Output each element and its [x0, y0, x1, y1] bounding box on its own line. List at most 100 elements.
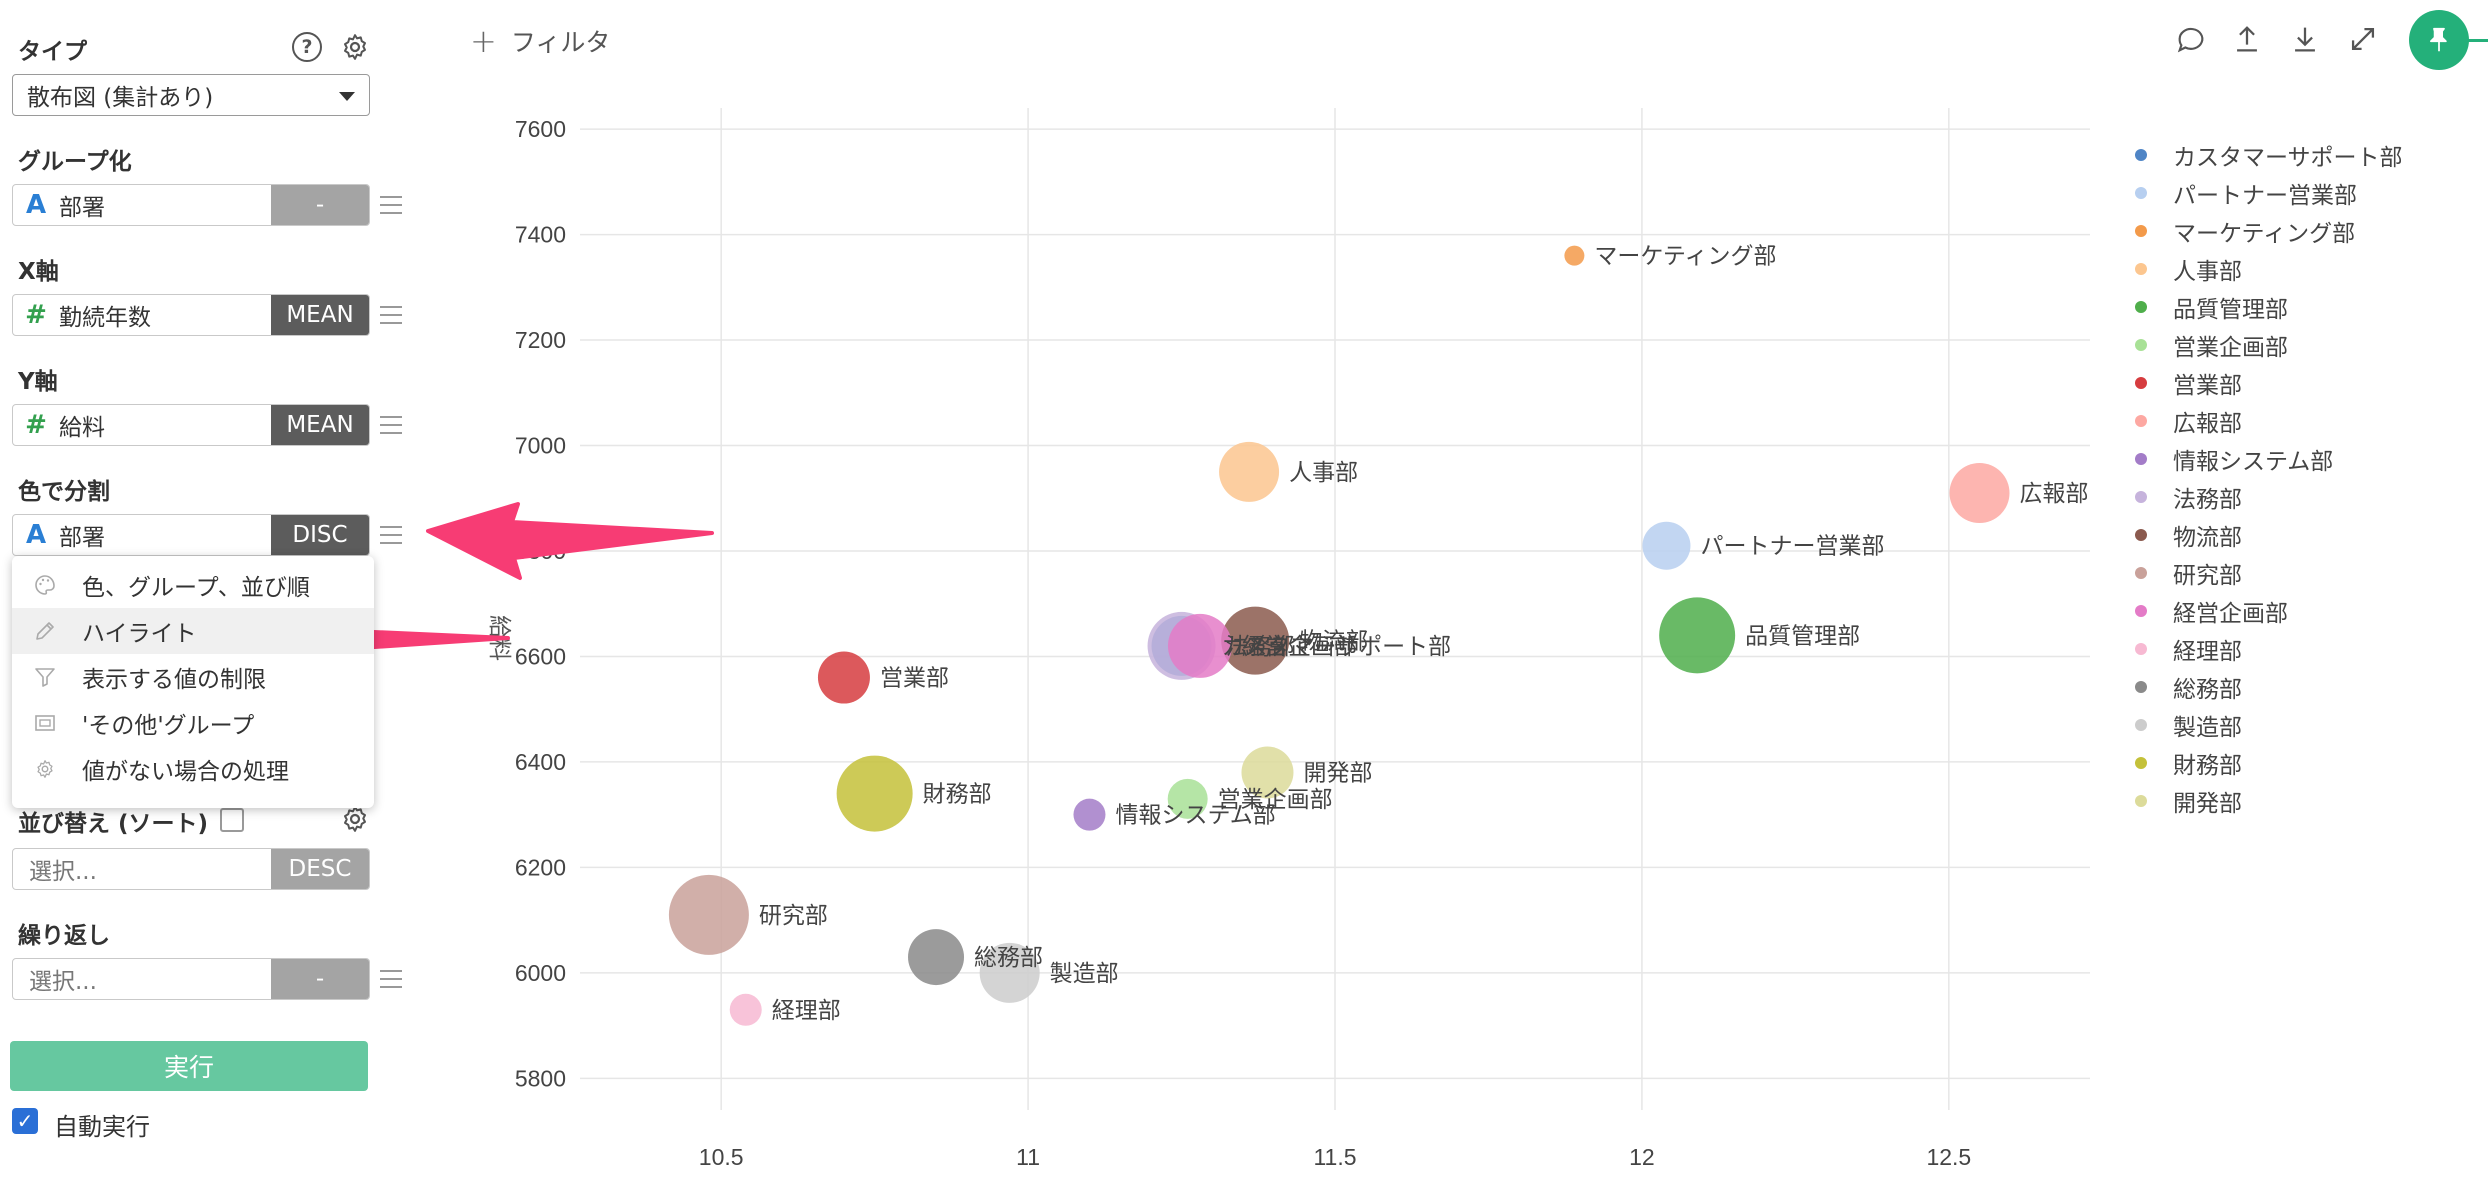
scatter-point[interactable]	[979, 942, 1040, 1003]
legend-label: 法務部	[2173, 487, 2242, 513]
run-button[interactable]: 実行	[10, 1041, 368, 1091]
group-field[interactable]: A 部署 -	[12, 184, 370, 226]
pin-button[interactable]	[2409, 10, 2469, 70]
sort-order-button[interactable]: DESC	[271, 849, 369, 889]
legend-swatch	[2135, 567, 2147, 579]
repeat-menu-icon[interactable]	[380, 970, 402, 988]
scatter-point[interactable]	[1219, 441, 1280, 502]
legend-item[interactable]: 広報部	[2135, 402, 2403, 440]
repeat-agg-button[interactable]: -	[271, 959, 369, 999]
legend-item[interactable]: 研究部	[2135, 554, 2403, 592]
scatter-point[interactable]	[1642, 521, 1691, 570]
y-axis-field-name: 給料	[59, 415, 105, 441]
y-axis-field[interactable]: # 給料 MEAN	[12, 404, 370, 446]
legend-item[interactable]: 総務部	[2135, 668, 2403, 706]
gear-icon[interactable]	[340, 804, 370, 834]
scatter-point[interactable]	[668, 874, 749, 955]
legend-item[interactable]: 開発部	[2135, 782, 2403, 820]
menu-item-highlight[interactable]: ハイライト	[12, 608, 374, 654]
filter-icon	[32, 664, 58, 690]
group-icon	[32, 710, 58, 736]
pin-connector	[2468, 39, 2488, 42]
legend-item[interactable]: 物流部	[2135, 516, 2403, 554]
color-options-menu: 色、グループ、並び順 ハイライト 表示する値の制限 'その他'グループ 値がない…	[12, 556, 374, 808]
comment-icon[interactable]	[2174, 22, 2208, 56]
point-label: 営業企画部	[1218, 786, 1333, 812]
legend-item[interactable]: 営業企画部	[2135, 326, 2403, 364]
x-axis-field[interactable]: # 勤続年数 MEAN	[12, 294, 370, 336]
scatter-point[interactable]	[1167, 778, 1208, 819]
legend-item[interactable]: カスタマーサポート部	[2135, 136, 2403, 174]
legend-label: 研究部	[2173, 563, 2242, 589]
y-axis-title: 給料	[487, 615, 513, 661]
x-tick-label: 11	[1016, 1144, 1040, 1170]
repeat-field-placeholder: 選択...	[29, 969, 97, 995]
chart-type-select[interactable]: 散布図 (集計あり)	[12, 74, 370, 116]
color-field[interactable]: A 部署 DISC	[12, 514, 370, 556]
scatter-point[interactable]	[1221, 606, 1290, 675]
scatter-point[interactable]	[1659, 597, 1736, 674]
legend-swatch	[2135, 643, 2147, 655]
legend-item[interactable]: 製造部	[2135, 706, 2403, 744]
group-field-name: 部署	[59, 195, 105, 221]
scatter-point[interactable]	[1167, 613, 1232, 678]
scatter-point[interactable]	[729, 993, 762, 1026]
legend-item[interactable]: 経営企画部	[2135, 592, 2403, 630]
menu-item-color-group-order[interactable]: 色、グループ、並び順	[12, 562, 374, 608]
y-axis-agg-button[interactable]: MEAN	[271, 405, 369, 445]
menu-item-other-group[interactable]: 'その他'グループ	[12, 700, 374, 746]
legend-label: 経営企画部	[2173, 601, 2288, 627]
sort-checkbox[interactable]	[220, 808, 244, 832]
scatter-point[interactable]	[817, 651, 870, 704]
sort-field[interactable]: 選択... DESC	[12, 848, 370, 890]
group-agg-button[interactable]: -	[271, 185, 369, 225]
scatter-point[interactable]	[836, 755, 913, 832]
expand-icon[interactable]	[2346, 22, 2380, 56]
add-filter-button[interactable]: + フィルタ	[470, 22, 610, 60]
auto-run-checkbox[interactable]: ✓	[12, 1108, 38, 1134]
help-icon[interactable]: ?	[292, 32, 322, 62]
legend-label: 製造部	[2173, 715, 2242, 741]
legend-item[interactable]: 財務部	[2135, 744, 2403, 782]
upload-icon[interactable]	[2230, 22, 2264, 56]
scatter-point[interactable]	[1564, 245, 1585, 266]
legend-item[interactable]: マーケティング部	[2135, 212, 2403, 250]
point-label: カスタマーサポート部	[1222, 633, 1452, 659]
legend-item[interactable]: 営業部	[2135, 364, 2403, 402]
scatter-point[interactable]	[1147, 611, 1216, 680]
y-tick-label: 7200	[515, 327, 566, 353]
legend-label: 営業企画部	[2173, 335, 2288, 361]
download-icon[interactable]	[2288, 22, 2322, 56]
legend-swatch	[2135, 187, 2147, 199]
gear-icon[interactable]	[340, 32, 370, 62]
scatter-point[interactable]	[908, 929, 965, 986]
scatter-point[interactable]	[1073, 798, 1106, 831]
y-axis-menu-icon[interactable]	[380, 416, 402, 434]
menu-item-missing-values[interactable]: 値がない場合の処理	[12, 746, 374, 792]
point-label: 広報部	[2020, 480, 2089, 506]
color-menu-icon[interactable]	[380, 526, 402, 544]
color-agg-button[interactable]: DISC	[271, 515, 369, 555]
point-label: 品質管理部	[1745, 622, 1860, 648]
pencil-icon	[32, 618, 58, 644]
legend-item[interactable]: 法務部	[2135, 478, 2403, 516]
scatter-point[interactable]	[1241, 746, 1294, 799]
legend-item[interactable]: 品質管理部	[2135, 288, 2403, 326]
scatter-point[interactable]	[1151, 615, 1212, 676]
filter-label: フィルタ	[510, 28, 611, 57]
repeat-field[interactable]: 選択... -	[12, 958, 370, 1000]
point-label: 人事部	[1289, 459, 1358, 485]
group-menu-icon[interactable]	[380, 196, 402, 214]
menu-item-label: 表示する値の制限	[82, 667, 266, 693]
x-axis-menu-icon[interactable]	[380, 306, 402, 324]
chart-type-value: 散布図 (集計あり)	[27, 85, 214, 111]
legend-item[interactable]: 経理部	[2135, 630, 2403, 668]
scatter-point[interactable]	[1949, 462, 2010, 523]
legend-swatch	[2135, 263, 2147, 275]
menu-item-limit-values[interactable]: 表示する値の制限	[12, 654, 374, 700]
x-axis-agg-button[interactable]: MEAN	[271, 295, 369, 335]
y-tick-label: 6200	[515, 854, 566, 880]
legend-item[interactable]: パートナー営業部	[2135, 174, 2403, 212]
legend-item[interactable]: 人事部	[2135, 250, 2403, 288]
legend-item[interactable]: 情報システム部	[2135, 440, 2403, 478]
